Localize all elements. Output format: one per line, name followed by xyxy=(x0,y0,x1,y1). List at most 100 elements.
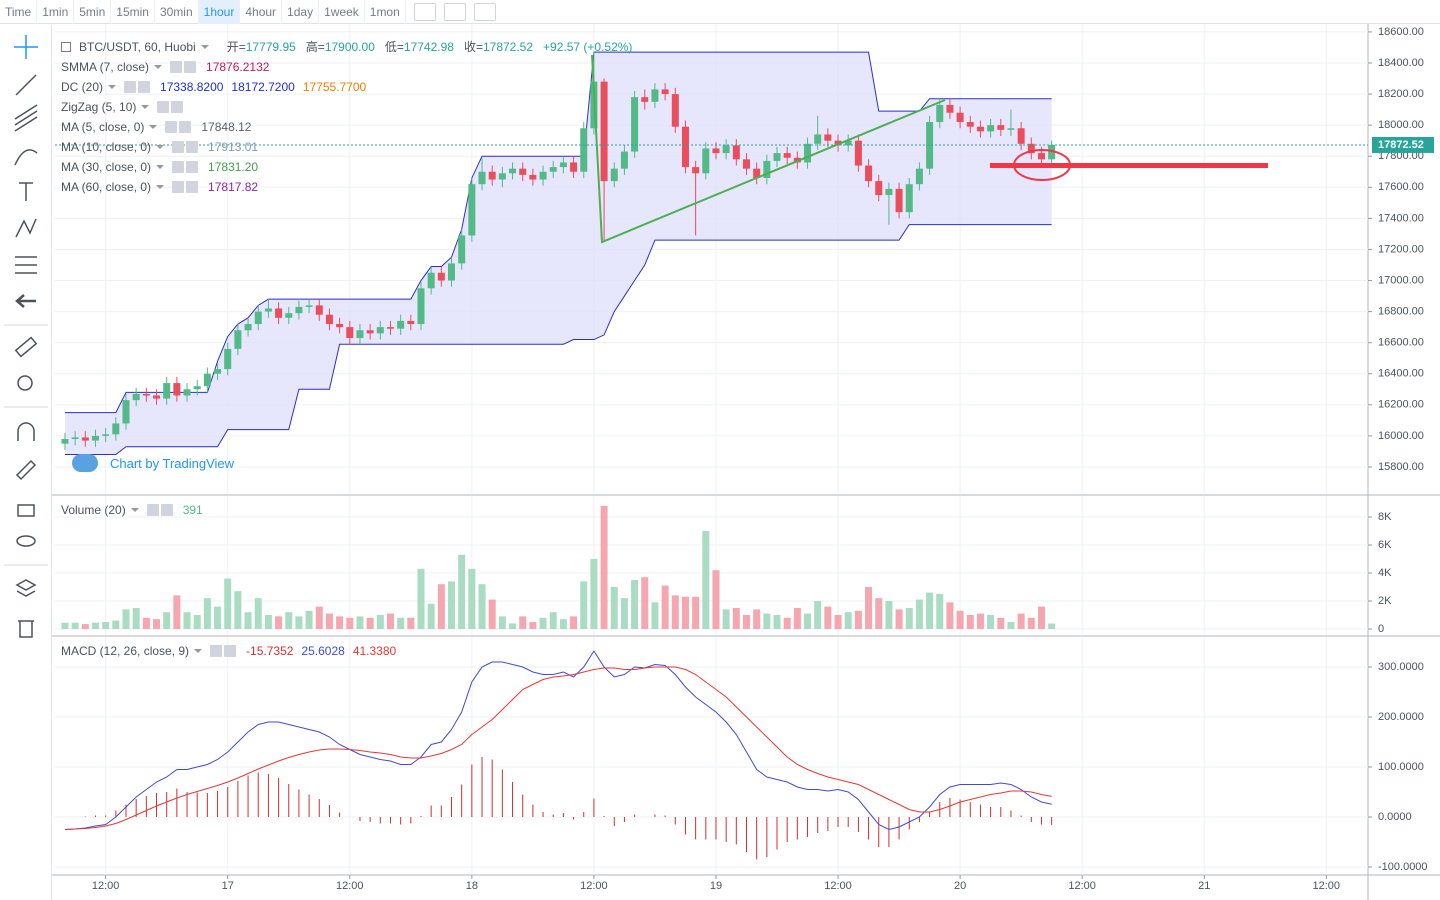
candle-body xyxy=(488,171,496,180)
candle-body xyxy=(1007,128,1015,130)
interval-button[interactable]: 1day xyxy=(282,0,320,24)
settings-icon[interactable] xyxy=(172,181,185,193)
trend-line-tool[interactable] xyxy=(15,74,37,96)
interval-button[interactable]: 5min xyxy=(74,0,112,24)
interval-button[interactable]: 15min xyxy=(111,0,155,24)
candle-body xyxy=(783,153,791,158)
remove-icon[interactable] xyxy=(184,61,197,73)
x-tick-label: 12:00 xyxy=(1068,880,1096,892)
volume-bar xyxy=(122,609,130,629)
y-tick-label: 18200.00 xyxy=(1378,88,1424,100)
settings-icon[interactable] xyxy=(157,101,170,113)
lock-tool[interactable] xyxy=(17,504,35,517)
interval-button[interactable]: 1week xyxy=(319,0,365,24)
text-tool[interactable] xyxy=(19,182,33,201)
brush-tool[interactable] xyxy=(14,149,38,166)
interval-button[interactable]: 1min xyxy=(37,0,75,24)
y-tick-label: 17600.00 xyxy=(1378,181,1424,193)
object-tree-tool[interactable] xyxy=(15,579,37,597)
volume-bar xyxy=(549,612,557,629)
volume-bar xyxy=(1007,621,1015,629)
candle-body xyxy=(1048,144,1056,160)
screenshot-button[interactable] xyxy=(473,2,496,21)
magnet-tool[interactable] xyxy=(17,422,35,441)
ohlc-value: 17872.52 xyxy=(482,40,534,54)
zoom-tool[interactable] xyxy=(17,375,33,391)
macd-legend: MACD (12, 26, close, 9) -15.7352 25.6028 41… xyxy=(61,641,396,661)
settings-icon[interactable] xyxy=(165,121,178,133)
candle-body xyxy=(214,369,222,374)
settings-icon[interactable] xyxy=(210,645,223,657)
interval-button[interactable]: 1mon xyxy=(365,0,406,24)
candle-body xyxy=(285,313,293,318)
candle-body xyxy=(814,134,822,144)
candle-body xyxy=(742,159,750,169)
watermark[interactable]: Chart by TradingView xyxy=(72,454,234,472)
remove-icon[interactable] xyxy=(160,504,173,516)
candle-body xyxy=(325,314,333,325)
volume-bar xyxy=(783,617,791,629)
delete-tool[interactable] xyxy=(18,620,34,638)
candle-body xyxy=(865,165,873,182)
interval-button[interactable]: Time xyxy=(0,0,38,24)
x-tick-label: 17 xyxy=(222,880,234,892)
y-tick-label: 16600.00 xyxy=(1378,337,1424,349)
volume-bar xyxy=(509,623,517,629)
remove-icon[interactable] xyxy=(224,645,237,657)
remove-icon[interactable] xyxy=(138,81,151,93)
y-tick-label: 17000.00 xyxy=(1378,274,1424,286)
remove-icon[interactable] xyxy=(186,181,199,193)
volume-bar xyxy=(732,607,740,629)
interval-button[interactable]: 4hour xyxy=(240,0,283,24)
settings-icon[interactable] xyxy=(172,141,185,153)
volume-bar xyxy=(224,578,232,629)
indicators-button[interactable] xyxy=(413,2,436,21)
interval-button[interactable]: 1hour xyxy=(198,0,241,24)
pitchfork-tool[interactable] xyxy=(14,104,38,132)
candle-body xyxy=(712,148,720,154)
candle-body xyxy=(91,435,99,441)
indicator-value: 17755.7700 xyxy=(302,80,367,94)
settings-icon[interactable] xyxy=(124,81,137,93)
hide-tool[interactable] xyxy=(16,535,36,547)
x-tick-label: 19 xyxy=(710,880,722,892)
pattern-tool[interactable] xyxy=(15,218,37,238)
back-tool[interactable] xyxy=(15,294,36,308)
volume-bar xyxy=(722,609,730,629)
remove-icon[interactable] xyxy=(186,141,199,153)
remove-icon[interactable] xyxy=(186,161,199,173)
volume-bar xyxy=(905,607,913,629)
stay-drawing-tool[interactable] xyxy=(15,459,37,481)
volume-bar xyxy=(346,617,354,629)
candle-body xyxy=(915,168,923,185)
settings-button[interactable] xyxy=(443,2,466,21)
caret xyxy=(149,125,158,129)
remove-icon[interactable] xyxy=(179,121,192,133)
candle-body xyxy=(763,160,771,178)
crosshair-tool[interactable] xyxy=(14,35,38,59)
x-tick-label: 20 xyxy=(954,880,966,892)
candle-body xyxy=(956,112,964,123)
volume-bar xyxy=(956,610,964,629)
y-tick-label: 300.0000 xyxy=(1378,661,1424,673)
ruler-tool[interactable] xyxy=(14,336,38,358)
settings-icon[interactable] xyxy=(146,504,159,516)
prediction-tool[interactable] xyxy=(15,256,37,274)
y-tick-label: 16400.00 xyxy=(1378,368,1424,380)
candle-body xyxy=(275,308,283,318)
ohlc-label: 收= xyxy=(463,40,483,54)
candle-body xyxy=(509,168,517,174)
settings-icon[interactable] xyxy=(172,161,185,173)
y-tick-label: 200.0000 xyxy=(1378,711,1424,723)
candle-body xyxy=(804,143,812,163)
interval-button[interactable]: 30min xyxy=(155,0,199,24)
volume-bar xyxy=(468,568,476,629)
collapse-box[interactable] xyxy=(61,42,71,52)
candle-body xyxy=(448,263,456,281)
remove-icon[interactable] xyxy=(171,101,184,113)
volume-bar xyxy=(376,614,384,629)
settings-icon[interactable] xyxy=(170,61,183,73)
volume-bar xyxy=(498,616,506,629)
volume-bar xyxy=(712,570,720,629)
volume-bar xyxy=(305,610,313,629)
